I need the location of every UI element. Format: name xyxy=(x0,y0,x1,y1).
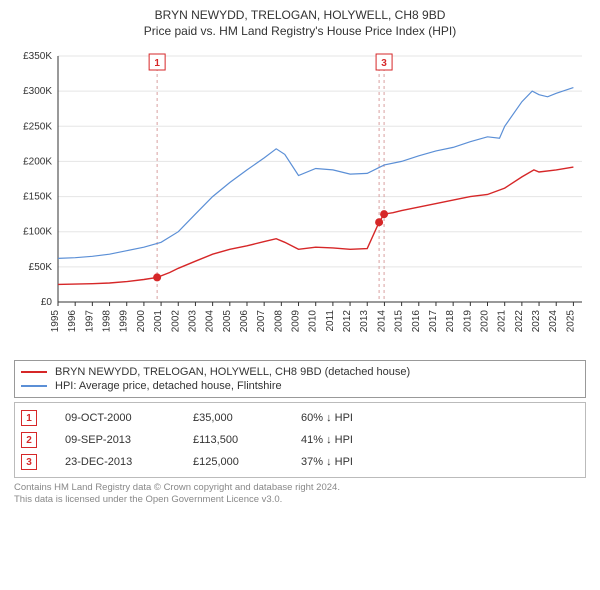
license-text: Contains HM Land Registry data © Crown c… xyxy=(14,482,586,507)
svg-text:2002: 2002 xyxy=(170,310,181,333)
svg-text:3: 3 xyxy=(381,58,387,69)
svg-text:2011: 2011 xyxy=(325,310,336,332)
svg-text:2005: 2005 xyxy=(222,310,233,333)
svg-text:2013: 2013 xyxy=(359,310,370,333)
svg-text:£300K: £300K xyxy=(23,86,52,97)
svg-text:£250K: £250K xyxy=(23,121,52,132)
svg-text:£350K: £350K xyxy=(23,51,52,62)
svg-text:2003: 2003 xyxy=(187,310,198,333)
svg-text:1995: 1995 xyxy=(50,310,61,333)
svg-text:2006: 2006 xyxy=(239,310,250,333)
event-badge: 2 xyxy=(21,432,37,448)
svg-text:1998: 1998 xyxy=(102,310,113,333)
legend-row: HPI: Average price, detached house, Flin… xyxy=(21,379,579,393)
svg-text:2025: 2025 xyxy=(565,310,576,333)
svg-text:2012: 2012 xyxy=(342,310,353,333)
svg-text:2018: 2018 xyxy=(445,310,456,333)
event-date: 09-SEP-2013 xyxy=(65,434,165,446)
event-row: 2 09-SEP-2013 £113,500 41% ↓ HPI xyxy=(21,429,579,451)
svg-text:2019: 2019 xyxy=(462,310,473,333)
svg-text:1997: 1997 xyxy=(84,310,95,333)
price-chart: £0 £50K £100K £150K £200K £250K £300K £350K 1995… xyxy=(10,44,590,354)
svg-text:1: 1 xyxy=(154,58,160,69)
svg-text:2015: 2015 xyxy=(394,310,405,333)
svg-text:2023: 2023 xyxy=(531,310,542,333)
svg-text:£100K: £100K xyxy=(23,227,52,238)
svg-text:1996: 1996 xyxy=(67,310,78,333)
svg-text:£150K: £150K xyxy=(23,192,52,203)
svg-text:2000: 2000 xyxy=(136,310,147,333)
legend-label: HPI: Average price, detached house, Flin… xyxy=(55,380,282,392)
svg-text:£50K: £50K xyxy=(29,262,53,273)
svg-text:2024: 2024 xyxy=(548,310,559,333)
event-pct: 41% ↓ HPI xyxy=(301,434,391,446)
legend-label: BRYN NEWYDD, TRELOGAN, HOLYWELL, CH8 9BD… xyxy=(55,366,410,378)
event-badge: 1 xyxy=(21,410,37,426)
event-price: £35,000 xyxy=(193,412,273,424)
event-date: 09-OCT-2000 xyxy=(65,412,165,424)
svg-text:2009: 2009 xyxy=(291,310,302,333)
legend-row: BRYN NEWYDD, TRELOGAN, HOLYWELL, CH8 9BD… xyxy=(21,365,579,379)
svg-text:£200K: £200K xyxy=(23,156,52,167)
svg-text:2008: 2008 xyxy=(273,310,284,333)
svg-text:2022: 2022 xyxy=(514,310,525,333)
svg-text:2016: 2016 xyxy=(411,310,422,333)
svg-text:2020: 2020 xyxy=(480,310,491,333)
svg-text:2001: 2001 xyxy=(153,310,164,333)
events-table: 1 09-OCT-2000 £35,000 60% ↓ HPI 2 09-SEP… xyxy=(14,402,586,478)
chart-legend: BRYN NEWYDD, TRELOGAN, HOLYWELL, CH8 9BD… xyxy=(14,360,586,398)
svg-text:£0: £0 xyxy=(41,297,53,308)
event-date: 23-DEC-2013 xyxy=(65,456,165,468)
svg-text:2014: 2014 xyxy=(376,310,387,333)
legend-swatch xyxy=(21,371,47,373)
event-row: 1 09-OCT-2000 £35,000 60% ↓ HPI xyxy=(21,407,579,429)
event-pct: 60% ↓ HPI xyxy=(301,412,391,424)
chart-title-line1: BRYN NEWYDD, TRELOGAN, HOLYWELL, CH8 9BD xyxy=(10,8,590,22)
event-price: £125,000 xyxy=(193,456,273,468)
svg-text:2007: 2007 xyxy=(256,310,267,333)
chart-title-line2: Price paid vs. HM Land Registry's House … xyxy=(10,24,590,38)
event-pct: 37% ↓ HPI xyxy=(301,456,391,468)
svg-text:2017: 2017 xyxy=(428,310,439,333)
svg-text:2021: 2021 xyxy=(497,310,508,333)
event-row: 3 23-DEC-2013 £125,000 37% ↓ HPI xyxy=(21,451,579,473)
event-badge: 3 xyxy=(21,454,37,470)
svg-text:2004: 2004 xyxy=(205,310,216,333)
svg-text:1999: 1999 xyxy=(119,310,130,333)
event-price: £113,500 xyxy=(193,434,273,446)
legend-swatch xyxy=(21,385,47,387)
svg-text:2010: 2010 xyxy=(308,310,319,333)
